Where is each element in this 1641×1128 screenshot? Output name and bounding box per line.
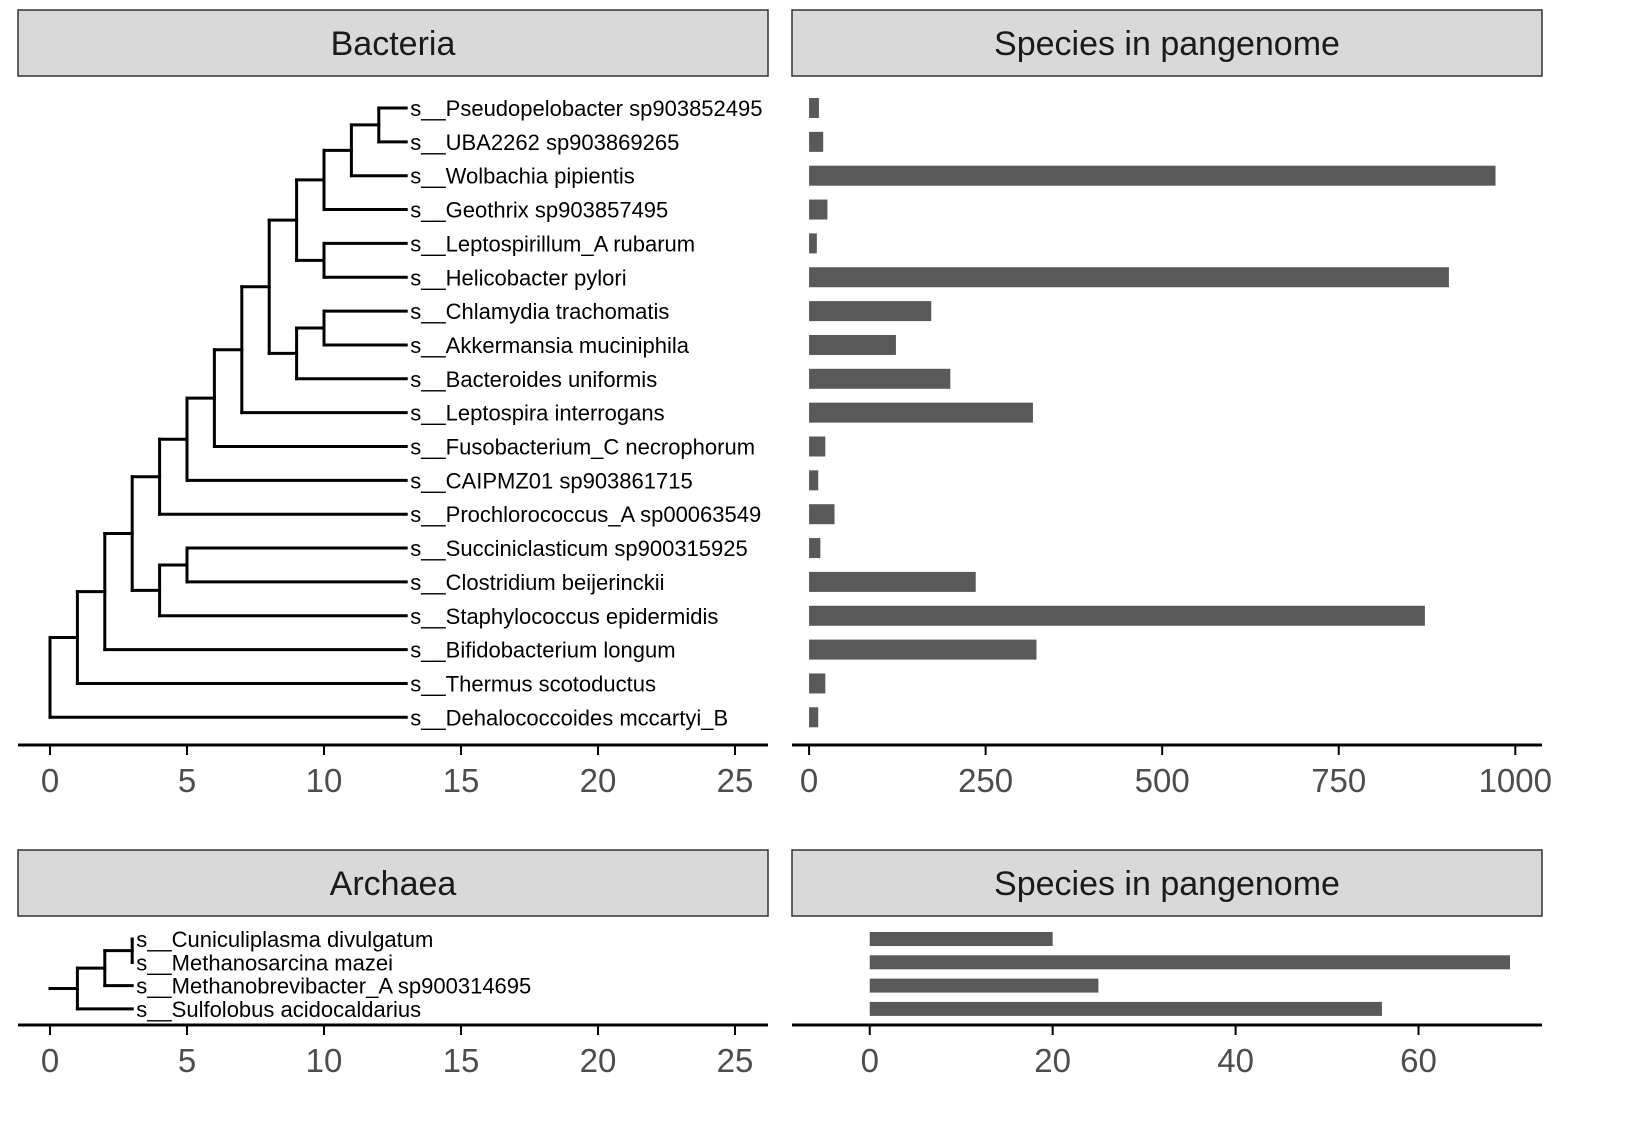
archaea-tree: s__Cuniculiplasma divulgatums__Methanosa… xyxy=(48,927,531,1022)
bacteria-strip xyxy=(17,9,769,77)
bar xyxy=(809,470,819,491)
tip-label: s__Bacteroides uniformis xyxy=(410,367,657,392)
bar xyxy=(809,402,1033,423)
bacteria-bar-strip-title: Species in pangenome xyxy=(994,25,1340,63)
archaea-bars xyxy=(869,932,1510,1016)
bacteria-strip-title: Bacteria xyxy=(331,25,456,63)
tick-label: 15 xyxy=(443,1042,480,1079)
bar xyxy=(809,334,896,355)
bacteria-bar-axis: 0 250 500 750 1000 xyxy=(792,743,1552,799)
bar xyxy=(809,673,826,694)
tip-label: s__Leptospira interrogans xyxy=(410,401,664,426)
tip-label: s__Geothrix sp903857495 xyxy=(410,198,668,223)
bacteria-bar-panel: Species in pangenome 0 250 500 750 1000 xyxy=(791,9,1552,799)
bar xyxy=(809,165,1496,186)
bacteria-tree: s__Pseudopelobacter sp903852495 s__UBA226… xyxy=(48,96,762,730)
bar xyxy=(809,639,1037,660)
tick-label: 1000 xyxy=(1479,762,1552,799)
archaea-strip-title: Archaea xyxy=(330,865,457,903)
tick-label: 10 xyxy=(306,1042,343,1079)
bar xyxy=(809,707,819,728)
tick-label: 750 xyxy=(1311,762,1366,799)
tip-label: s__Akkermansia muciniphila xyxy=(410,333,690,358)
bar xyxy=(809,436,826,457)
bar xyxy=(809,131,824,152)
tick-label: 20 xyxy=(580,1042,617,1079)
tip-label: s__Succiniclasticum sp900315925 xyxy=(410,536,748,561)
bar xyxy=(809,571,976,592)
bar xyxy=(809,368,951,389)
bar xyxy=(809,98,819,118)
bar xyxy=(809,267,1449,288)
tick-label: 5 xyxy=(178,762,196,799)
tip-label: s__Methanosarcina mazei xyxy=(136,950,393,975)
tip-label: s__Chlamydia trachomatis xyxy=(410,299,669,324)
bar xyxy=(869,955,1510,970)
tick-label: 10 xyxy=(306,762,343,799)
tip-label: s__Clostridium beijerinckii xyxy=(410,570,664,595)
archaea-bar-axis: 0 20 40 60 xyxy=(792,1023,1542,1079)
tip-label: s__UBA2262 sp903869265 xyxy=(410,130,679,155)
tick-label: 0 xyxy=(800,762,818,799)
bar xyxy=(869,978,1099,993)
tick-label: 20 xyxy=(1034,1042,1071,1079)
tip-label: s__Sulfolobus acidocaldarius xyxy=(136,997,421,1022)
bacteria-bars xyxy=(809,98,1496,728)
bar xyxy=(809,301,932,322)
tick-label: 5 xyxy=(178,1042,196,1079)
bar xyxy=(809,504,835,525)
tip-label: s__Dehalococcoides mccartyi_B xyxy=(410,705,728,730)
bar xyxy=(809,538,821,559)
tick-label: 250 xyxy=(958,762,1013,799)
tip-label: s__Bifidobacterium longum xyxy=(410,638,675,663)
tip-label: s__Methanobrevibacter_A sp900314695 xyxy=(136,974,531,999)
tip-label: s__Pseudopelobacter sp903852495 xyxy=(410,96,762,121)
tip-label: s__CAIPMZ01 sp903861715 xyxy=(410,468,693,493)
bacteria-tree-panel: Bacteria s__Pseudopelobacter sp903852495… xyxy=(17,9,769,799)
tick-label: 40 xyxy=(1217,1042,1254,1079)
archaea-bar-strip-title: Species in pangenome xyxy=(994,865,1340,903)
tip-label: s__Fusobacterium_C necrophorum xyxy=(410,435,755,460)
bacteria-bar-strip xyxy=(791,9,1543,77)
tick-label: 0 xyxy=(41,1042,59,1079)
bar xyxy=(809,233,817,254)
tick-label: 60 xyxy=(1400,1042,1437,1079)
tip-label: s__Helicobacter pylori xyxy=(410,265,626,290)
tick-label: 20 xyxy=(580,762,617,799)
archaea-bar-panel: Species in pangenome 0 20 40 60 xyxy=(791,849,1543,1079)
tick-label: 25 xyxy=(717,1042,754,1079)
tip-label: s__Staphylococcus epidermidis xyxy=(410,604,718,629)
archaea-tree-panel: Archaea s__Cuniculiplasma divulgatums__M… xyxy=(17,849,769,1079)
tick-label: 0 xyxy=(861,1042,879,1079)
archaea-tree-axis: 0 5 10 15 20 25 xyxy=(18,1023,768,1079)
bar xyxy=(809,199,828,220)
tick-label: 25 xyxy=(717,762,754,799)
tick-label: 15 xyxy=(443,762,480,799)
tip-label: s__Leptospirillum_A rubarum xyxy=(410,231,695,256)
bar xyxy=(869,932,1053,946)
tip-label: s__Thermus scotoductus xyxy=(410,671,656,696)
tick-label: 0 xyxy=(41,762,59,799)
bar xyxy=(869,1001,1382,1016)
tip-label: s__Wolbachia pipientis xyxy=(410,164,635,189)
bar xyxy=(809,605,1425,626)
tick-label: 500 xyxy=(1135,762,1190,799)
tip-label: s__Cuniculiplasma divulgatum xyxy=(136,927,433,952)
archaea-bar-strip xyxy=(791,849,1543,917)
tip-label: s__Prochlorococcus_A sp00063549 xyxy=(410,502,761,527)
archaea-strip xyxy=(17,849,769,917)
bacteria-tree-axis: 0 5 10 15 20 25 xyxy=(18,743,768,799)
